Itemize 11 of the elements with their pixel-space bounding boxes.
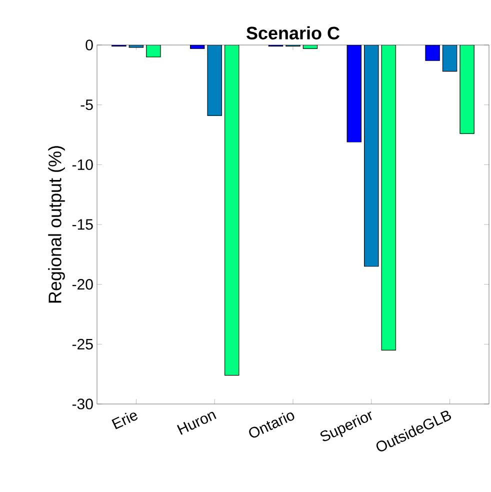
y-tick-label: -25: [72, 338, 93, 350]
y-tick-label: 0: [86, 40, 93, 50]
y-tick-label: -5: [80, 100, 93, 110]
y-tick-label: -20: [72, 279, 93, 290]
x-tick-label: Huron: [176, 412, 216, 435]
y-tick-label: -30: [72, 398, 93, 410]
x-tick-label: Erie: [112, 412, 138, 430]
chart-title: Scenario C: [246, 26, 340, 40]
y-tick-label: -15: [72, 219, 93, 230]
y-axis-title: Regional output (%): [48, 146, 65, 303]
y-tick-label: -10: [72, 159, 93, 170]
